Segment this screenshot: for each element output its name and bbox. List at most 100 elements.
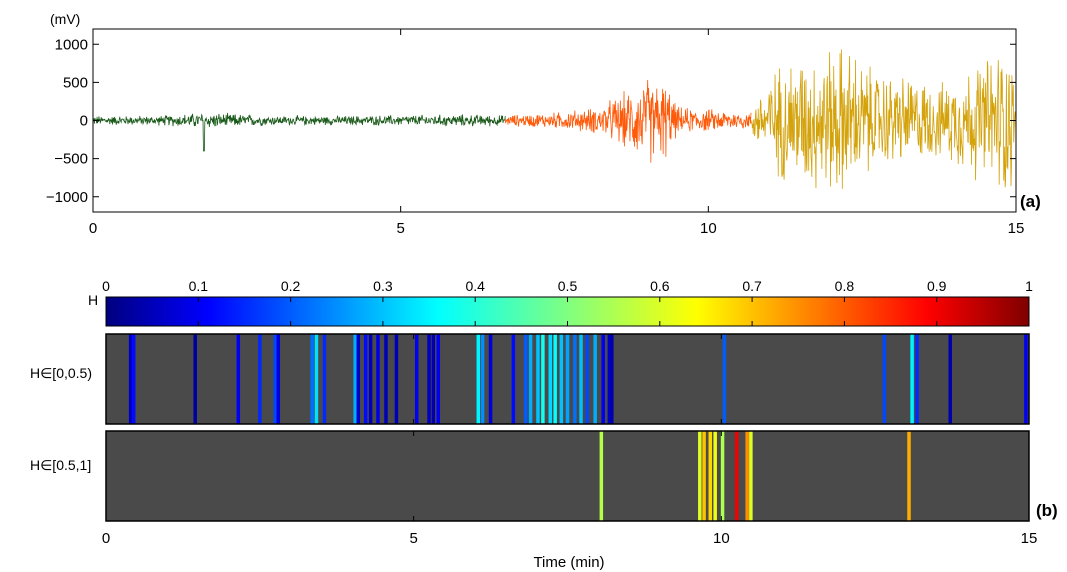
h-band bbox=[713, 431, 717, 521]
h-band bbox=[476, 334, 481, 424]
x-tick-labels: 0 5 10 15 bbox=[89, 220, 1025, 237]
h-band bbox=[749, 431, 753, 521]
h-band bbox=[1024, 334, 1028, 424]
colorbar-tick-labels: 0 0.1 0.2 0.3 0.4 0.5 0.6 0.7 0.8 0.9 1 bbox=[102, 278, 1033, 294]
h-band bbox=[722, 334, 727, 424]
colorbar-tick-label: 1 bbox=[1025, 278, 1033, 294]
h-band bbox=[436, 334, 441, 424]
h-band bbox=[745, 431, 749, 521]
colorbar-tick-label: 0.1 bbox=[189, 278, 209, 294]
colorbar-tick-label: 0 bbox=[102, 278, 110, 294]
x-tick-label: 10 bbox=[700, 220, 717, 237]
panel-label-a: (a) bbox=[1020, 192, 1041, 211]
h-band bbox=[523, 334, 528, 424]
panel-label-b: (b) bbox=[1036, 501, 1058, 520]
h-band bbox=[528, 334, 533, 424]
h-band bbox=[273, 334, 277, 424]
colorbar-tick-label: 0.7 bbox=[742, 278, 762, 294]
h-band bbox=[698, 431, 702, 521]
h-band bbox=[322, 334, 327, 424]
h-band bbox=[480, 334, 485, 424]
h-band bbox=[131, 334, 136, 424]
h-band bbox=[585, 334, 589, 424]
h-band bbox=[541, 334, 545, 424]
h-band bbox=[258, 334, 262, 424]
h-band bbox=[720, 431, 725, 521]
h-band bbox=[128, 334, 133, 424]
x-axis-label: Time (min) bbox=[533, 554, 604, 571]
x-tick-label: 5 bbox=[409, 530, 417, 547]
y-tick-label: −1000 bbox=[46, 189, 88, 206]
h-band bbox=[599, 431, 604, 521]
panel-b: H 0 0.1 0.2 0.3 0.4 0.5 0.6 0.7 0.8 0.9 1 H∈[0,0.5… bbox=[30, 278, 1058, 571]
row-background bbox=[106, 431, 1029, 521]
h-band bbox=[593, 334, 597, 424]
y-tick-label: −500 bbox=[54, 151, 88, 168]
h-band bbox=[915, 334, 919, 424]
x-tick-label: 10 bbox=[713, 530, 730, 547]
row-label-high: H∈[0.5,1] bbox=[30, 457, 91, 473]
h-row-2 bbox=[105, 430, 1030, 522]
h-rows bbox=[105, 333, 1030, 522]
h-band bbox=[548, 334, 553, 424]
colorbar bbox=[105, 296, 1030, 327]
h-band bbox=[734, 431, 739, 521]
y-tick-label: 500 bbox=[63, 74, 88, 91]
x-tick-label: 15 bbox=[1021, 530, 1038, 547]
h-band bbox=[553, 334, 557, 424]
row-frame bbox=[105, 430, 1030, 522]
h-band bbox=[559, 334, 564, 424]
h-band bbox=[702, 431, 706, 521]
h-band bbox=[579, 334, 583, 424]
colorbar-tick-label: 0.5 bbox=[558, 278, 578, 294]
unit-label: (mV) bbox=[50, 11, 80, 27]
y-tick-labels: 1000 500 0 −500 −1000 bbox=[46, 36, 88, 206]
h-band bbox=[363, 334, 368, 424]
h-band bbox=[565, 334, 570, 424]
h-band bbox=[708, 431, 713, 521]
h-band bbox=[511, 334, 516, 424]
x-tick-label: 0 bbox=[89, 220, 97, 237]
h-band bbox=[573, 334, 577, 424]
h-band bbox=[368, 334, 373, 424]
signal-segment-3 bbox=[751, 49, 1017, 189]
colorbar-label: H bbox=[88, 292, 98, 308]
h-band bbox=[276, 334, 281, 424]
y-tick-label: 0 bbox=[80, 113, 88, 130]
h-band bbox=[236, 334, 241, 424]
h-band bbox=[310, 334, 314, 424]
h-band bbox=[488, 334, 493, 424]
h-band bbox=[353, 334, 357, 424]
x-tick-label: 0 bbox=[102, 530, 110, 547]
panel-a: (mV) (a) 1000 500 0 −500 −1000 0 5 10 15 bbox=[46, 11, 1041, 237]
h-band bbox=[356, 334, 361, 424]
h-band bbox=[414, 334, 419, 424]
x-tick-label: 15 bbox=[1008, 220, 1025, 237]
h-band bbox=[376, 334, 380, 424]
signal-plot-area bbox=[92, 28, 1017, 213]
colorbar-tick-label: 0.3 bbox=[373, 278, 393, 294]
colorbar-tick-label: 0.4 bbox=[465, 278, 485, 294]
h-band bbox=[536, 334, 540, 424]
h-band bbox=[607, 334, 612, 424]
row-frame bbox=[105, 333, 1030, 425]
y-tick-label: 1000 bbox=[55, 36, 88, 53]
h-band bbox=[907, 431, 911, 521]
colorbar-tick-label: 0.2 bbox=[281, 278, 301, 294]
h-band bbox=[314, 334, 319, 424]
h-band bbox=[193, 334, 197, 424]
h-band bbox=[384, 334, 388, 424]
row-label-low: H∈[0,0.5) bbox=[30, 365, 92, 381]
x-tick-label: 5 bbox=[396, 220, 404, 237]
h-band bbox=[431, 334, 436, 424]
h-band bbox=[394, 334, 399, 424]
h-row-1 bbox=[105, 333, 1030, 425]
h-band bbox=[610, 334, 614, 424]
x-tick-labels: 0 5 10 15 bbox=[102, 530, 1038, 547]
h-band bbox=[910, 334, 914, 424]
colorbar-tick-label: 0.9 bbox=[927, 278, 947, 294]
h-band bbox=[427, 334, 431, 424]
h-band bbox=[948, 334, 952, 424]
colorbar-tick-label: 0.8 bbox=[835, 278, 855, 294]
